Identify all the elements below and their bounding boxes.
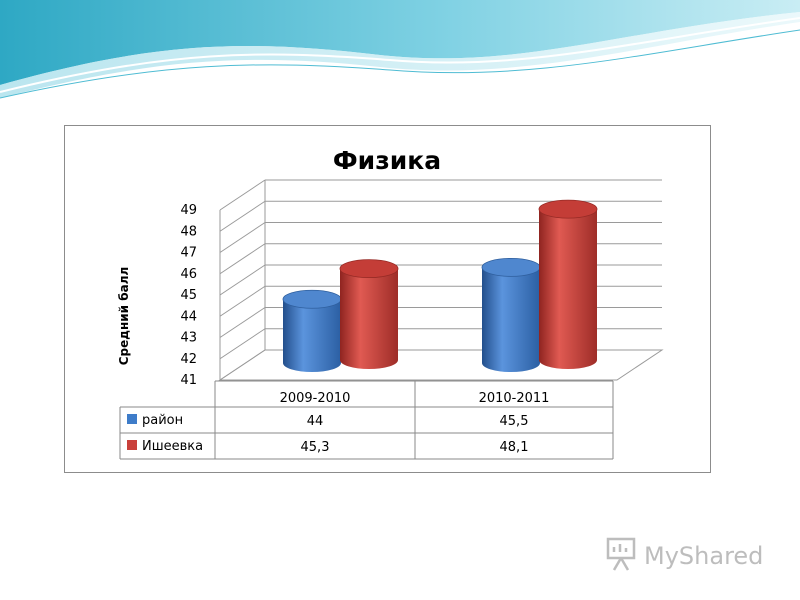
y-tick-label: 47 — [180, 246, 197, 261]
bar-top — [339, 259, 399, 279]
gridline-side — [219, 285, 266, 317]
x-category-label: 2009-2010 — [280, 391, 351, 406]
presentation-board-icon — [606, 537, 636, 571]
y-tick-label: 48 — [180, 224, 197, 239]
bars — [282, 199, 598, 372]
data-table: 2009-2010 2010-2011 район 44 45,5 Ишеевка 45,3… — [119, 380, 614, 460]
gridline-side — [219, 328, 266, 360]
table-value: 45,3 — [301, 440, 330, 455]
bar-top — [538, 199, 598, 219]
gridline-side — [219, 222, 266, 253]
gridline-side — [219, 349, 266, 381]
y-tick-label: 49 — [180, 203, 197, 218]
chart-svg: Физика 41 42 43 44 45 46 47 48 49 Средний балл 2… — [117, 146, 664, 460]
bar — [539, 209, 597, 369]
chart-frame: Физика 41 42 43 44 45 46 47 48 49 Средний балл 2… — [64, 125, 711, 473]
y-tick-label: 46 — [180, 267, 197, 282]
y-tick-label: 44 — [180, 309, 197, 324]
y-axis-ticks: 41 42 43 44 45 46 47 48 49 — [180, 203, 197, 388]
table-value: 45,5 — [500, 414, 529, 429]
chart-title: Физика — [333, 146, 441, 175]
y-tick-label: 42 — [180, 352, 197, 367]
header-wave-banner — [0, 0, 800, 99]
legend-swatch — [127, 440, 137, 450]
myshared-watermark: MyShared — [606, 537, 763, 571]
table-value: 44 — [307, 414, 324, 429]
x-category-label: 2010-2011 — [479, 391, 550, 406]
gridline-side — [219, 200, 266, 232]
legend-label: Ишеевка — [142, 439, 203, 454]
y-axis-label: Средний балл — [117, 267, 131, 366]
y-tick-label: 45 — [180, 288, 197, 303]
gridline-side — [219, 264, 266, 296]
gridline-side — [219, 243, 266, 275]
bar-top — [282, 289, 342, 309]
bar-top — [481, 257, 541, 277]
table-value: 48,1 — [500, 440, 529, 455]
legend-label: район — [142, 413, 183, 428]
bar — [482, 267, 540, 372]
gridline-side — [219, 179, 266, 211]
bar — [283, 299, 341, 372]
bar — [340, 268, 398, 369]
legend-swatch — [127, 414, 137, 424]
y-tick-label: 41 — [180, 373, 197, 388]
y-tick-label: 43 — [180, 331, 197, 346]
watermark-text: MyShared — [644, 542, 763, 570]
gridline-side — [219, 307, 266, 338]
